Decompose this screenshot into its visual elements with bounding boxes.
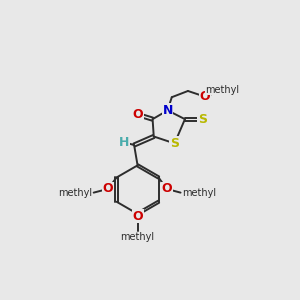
Text: N: N [162, 104, 173, 117]
Text: S: S [198, 113, 207, 126]
Text: S: S [170, 137, 179, 150]
Text: methyl: methyl [205, 85, 239, 95]
Text: H: H [119, 136, 129, 149]
Text: O: O [132, 210, 143, 223]
Text: methyl: methyl [121, 232, 154, 242]
Text: O: O [132, 108, 143, 121]
Text: methyl: methyl [182, 188, 217, 198]
Text: O: O [161, 182, 172, 195]
Text: O: O [199, 90, 210, 103]
Text: O: O [103, 182, 113, 195]
Text: methyl: methyl [58, 188, 92, 198]
